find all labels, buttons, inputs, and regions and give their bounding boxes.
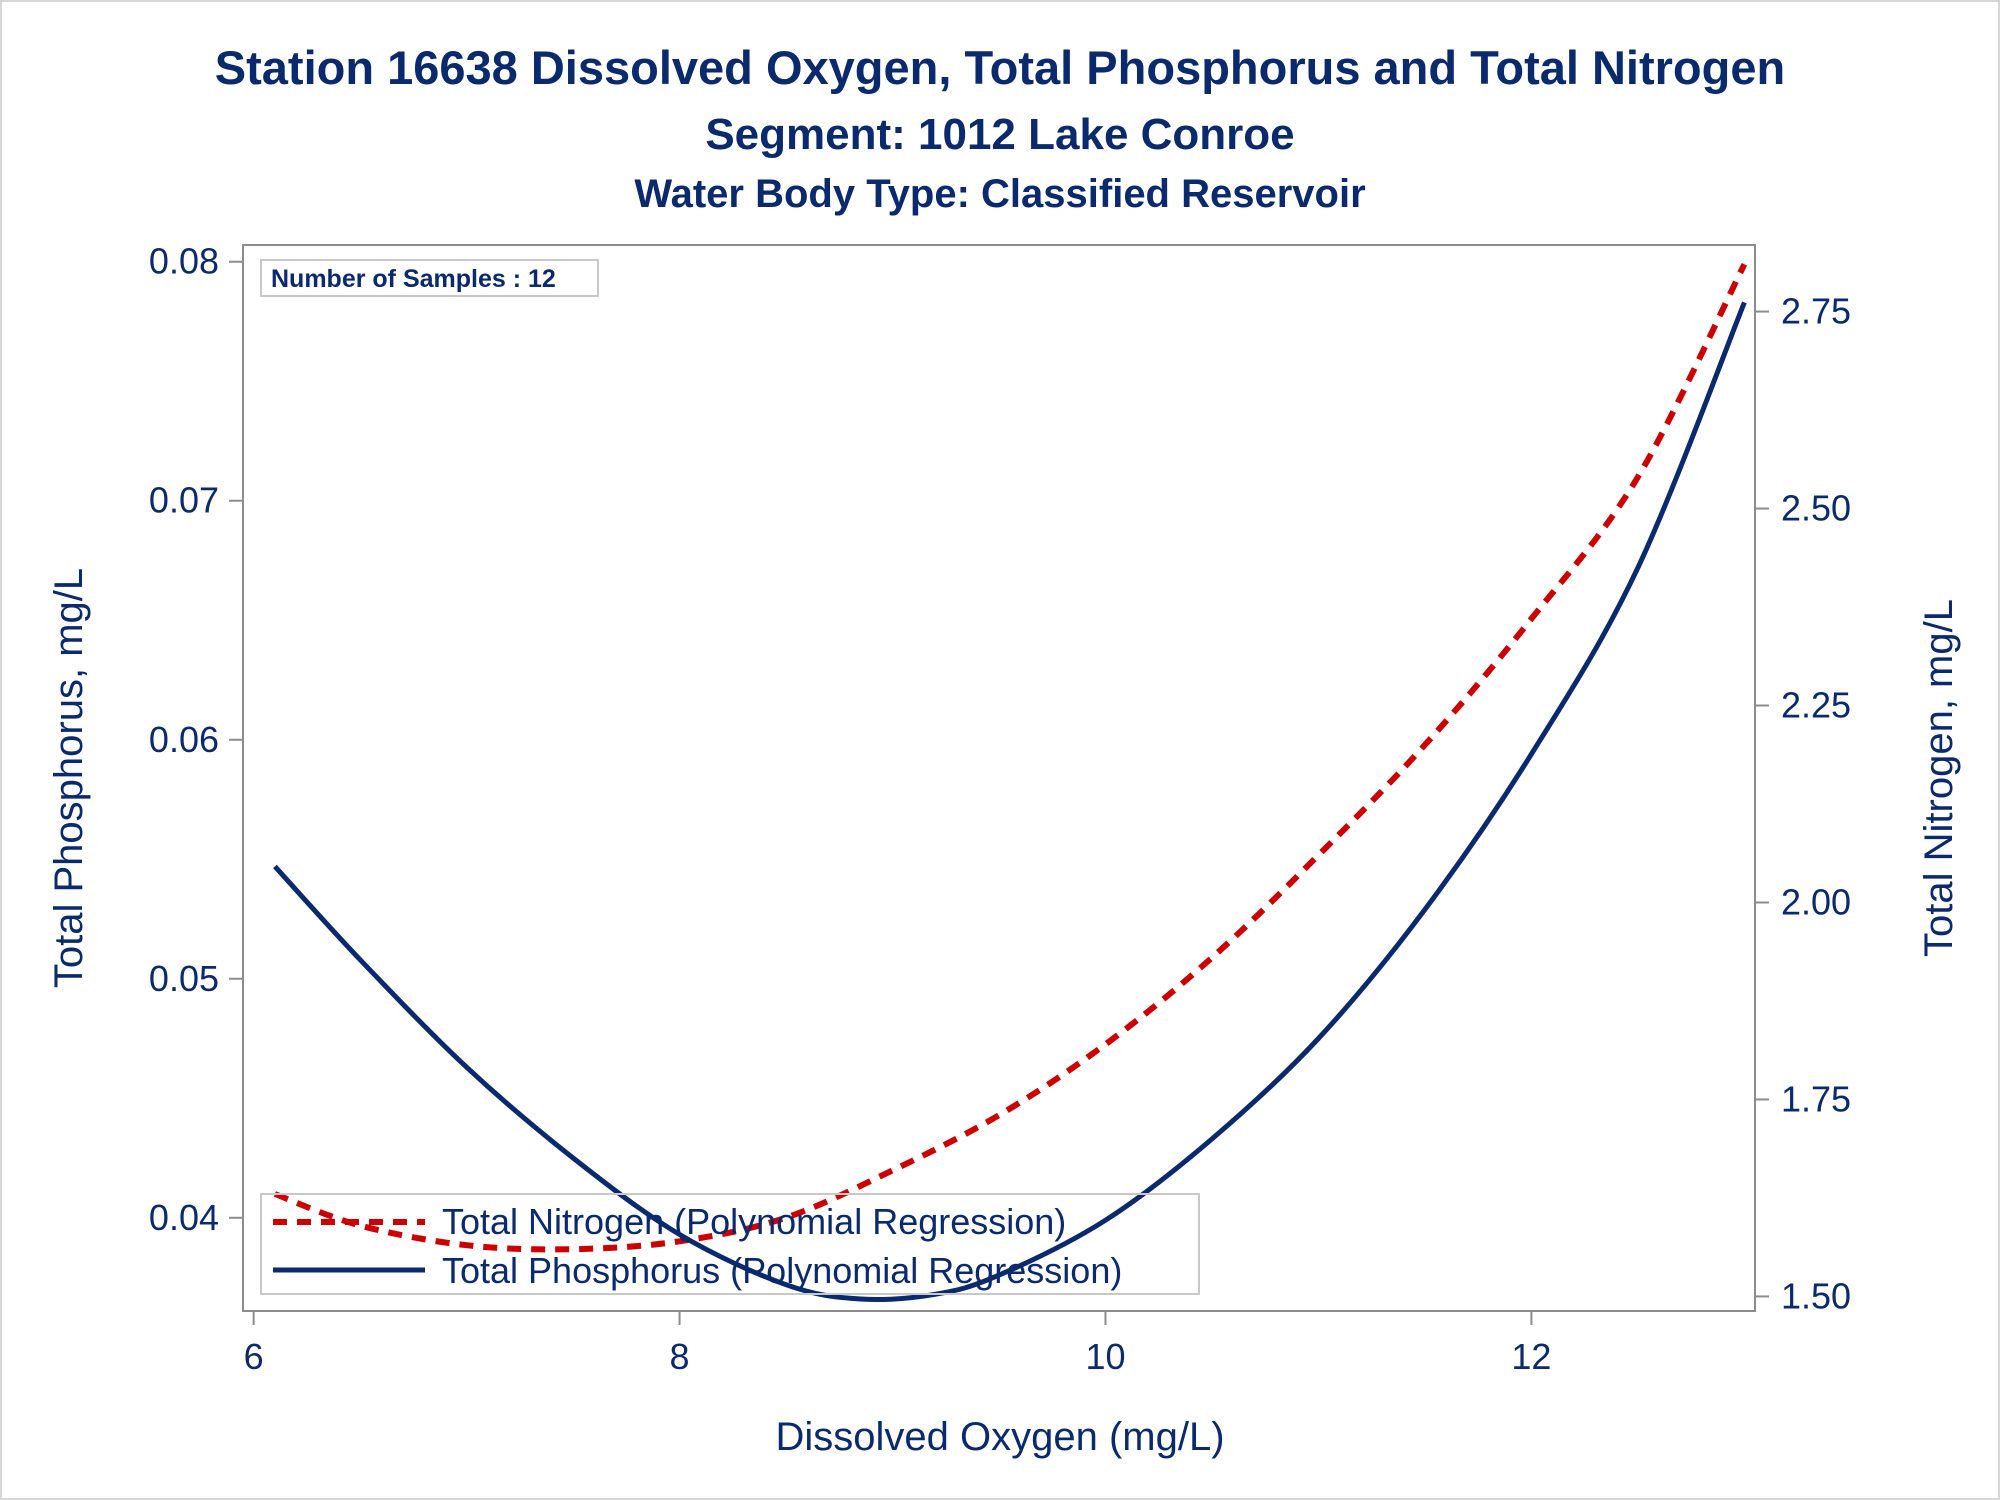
x-tick-label: 6 xyxy=(244,1336,264,1377)
y2-tick-label: 2.50 xyxy=(1781,488,1851,529)
chart-subtitle-2: Water Body Type: Classified Reservoir xyxy=(634,172,1365,216)
y2-tick-label: 2.25 xyxy=(1781,685,1851,726)
y-axis-ticks: 0.04 0.05 0.06 0.07 0.08 xyxy=(149,241,243,1238)
plot-area xyxy=(242,244,1756,1312)
legend-label-nitrogen: Total Nitrogen (Polynomial Regression) xyxy=(442,1201,1066,1242)
y-axis-label: Total Phosphorus, mg/L xyxy=(47,568,91,988)
chart-subtitle: Segment: 1012 Lake Conroe xyxy=(705,110,1294,159)
y2-tick-label: 2.00 xyxy=(1781,881,1851,922)
y-tick-label: 0.08 xyxy=(149,241,219,282)
sample-count-text: Number of Samples : 12 xyxy=(271,265,556,293)
y-tick-label: 0.05 xyxy=(149,958,219,999)
legend: Total Nitrogen (Polynomial Regression) T… xyxy=(260,1193,1200,1295)
series-lines xyxy=(273,262,1748,1303)
y-tick-label: 0.04 xyxy=(149,1197,219,1238)
y2-tick-label: 2.75 xyxy=(1781,291,1851,332)
y2-tick-label: 1.75 xyxy=(1781,1078,1851,1119)
x-axis-label: Dissolved Oxygen (mg/L) xyxy=(775,1415,1224,1459)
y-tick-label: 0.07 xyxy=(149,480,219,521)
x-axis-ticks: 6 8 10 12 xyxy=(244,1311,1551,1377)
y2-tick-label: 1.50 xyxy=(1781,1275,1851,1316)
y2-axis-label: Total Nitrogen, mg/L xyxy=(1917,599,1961,957)
series-line-nitrogen xyxy=(273,262,1748,1253)
y2-axis-ticks: 1.50 1.75 2.00 2.25 2.50 2.75 xyxy=(1755,291,1851,1316)
sample-count-box: Number of Samples : 12 xyxy=(260,259,599,297)
y-tick-label: 0.06 xyxy=(149,719,219,760)
legend-box xyxy=(260,1193,1200,1295)
x-tick-label: 10 xyxy=(1085,1336,1125,1377)
x-tick-label: 8 xyxy=(670,1336,690,1377)
chart-title: Station 16638 Dissolved Oxygen, Total Ph… xyxy=(215,41,1785,94)
x-tick-label: 12 xyxy=(1511,1336,1551,1377)
series-line-phosphorus xyxy=(273,301,1747,1303)
legend-label-phosphorus: Total Phosphorus (Polynomial Regression) xyxy=(442,1250,1122,1291)
